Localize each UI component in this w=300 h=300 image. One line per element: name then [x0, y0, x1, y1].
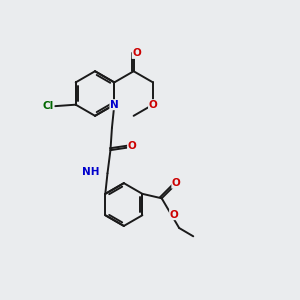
- Text: O: O: [132, 48, 141, 59]
- Text: O: O: [169, 210, 178, 220]
- Text: O: O: [128, 141, 136, 151]
- Text: O: O: [148, 100, 157, 110]
- Text: NH: NH: [82, 167, 99, 177]
- Text: N: N: [110, 100, 119, 110]
- Text: O: O: [172, 178, 181, 188]
- Text: Cl: Cl: [43, 101, 54, 111]
